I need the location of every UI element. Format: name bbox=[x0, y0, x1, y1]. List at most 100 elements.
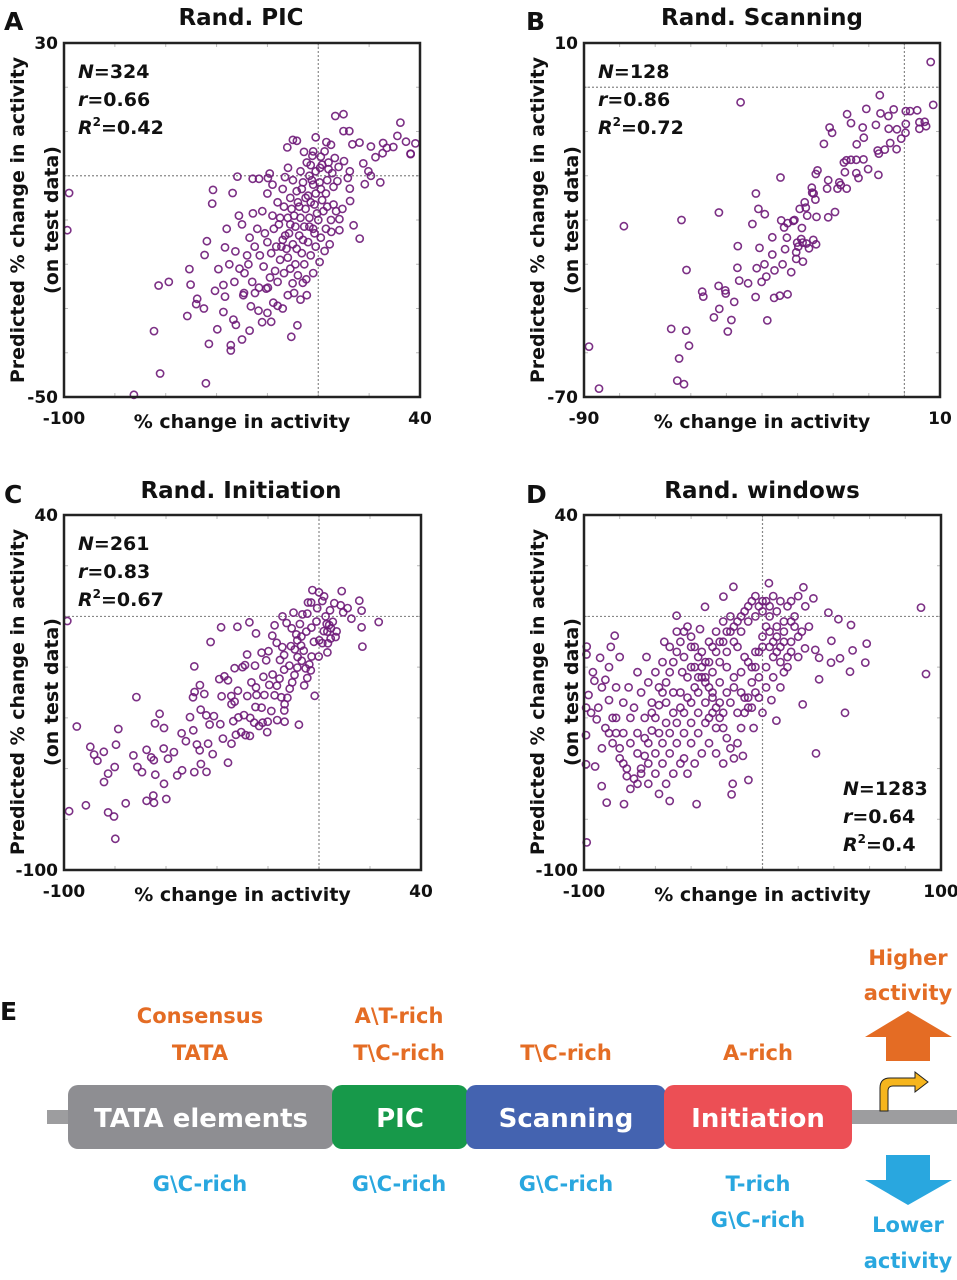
data-point bbox=[640, 733, 650, 743]
data-point bbox=[331, 632, 340, 642]
data-point bbox=[859, 154, 868, 164]
data-point bbox=[823, 212, 833, 222]
data-point bbox=[610, 631, 620, 641]
data-point bbox=[121, 798, 131, 808]
data-point bbox=[366, 171, 376, 181]
data-point bbox=[581, 759, 591, 769]
data-point bbox=[103, 769, 113, 778]
data-point bbox=[268, 211, 277, 220]
data-point bbox=[284, 228, 294, 238]
data-point bbox=[743, 693, 753, 702]
region-label-tata: TATA elements bbox=[94, 1104, 308, 1134]
data-point bbox=[783, 662, 792, 672]
stat-value: =324 bbox=[94, 61, 150, 83]
data-point bbox=[654, 789, 664, 799]
data-point bbox=[326, 634, 336, 643]
data-point bbox=[186, 280, 195, 289]
stat-r2: R2=0.4 bbox=[843, 832, 916, 856]
data-point bbox=[317, 596, 327, 606]
data-point bbox=[308, 146, 318, 156]
data-point bbox=[72, 722, 82, 731]
data-point bbox=[202, 767, 211, 777]
data-point bbox=[597, 683, 607, 692]
data-point bbox=[181, 736, 191, 746]
data-point bbox=[287, 623, 297, 633]
data-point bbox=[633, 728, 642, 738]
data-point bbox=[626, 713, 635, 723]
data-point bbox=[339, 109, 348, 119]
data-point bbox=[265, 273, 275, 282]
data-point bbox=[776, 642, 785, 652]
x-tick-label-min: -100 bbox=[563, 882, 606, 902]
data-point bbox=[711, 723, 721, 733]
data-point bbox=[324, 158, 333, 167]
stat-n: N=324 bbox=[78, 61, 150, 83]
data-point bbox=[846, 118, 856, 128]
data-point bbox=[337, 586, 347, 596]
data-point bbox=[740, 693, 749, 702]
data-point bbox=[736, 97, 745, 107]
data-point bbox=[809, 594, 818, 603]
data-point bbox=[846, 620, 856, 630]
y-tick-label-max: 10 bbox=[554, 34, 578, 54]
data-point bbox=[726, 698, 735, 707]
data-point bbox=[802, 211, 812, 220]
data-point bbox=[251, 683, 261, 692]
data-point bbox=[761, 683, 771, 692]
data-point bbox=[654, 683, 664, 692]
data-point bbox=[258, 718, 267, 728]
data-point bbox=[301, 193, 310, 203]
data-point bbox=[268, 180, 277, 189]
data-point bbox=[159, 723, 169, 733]
data-point bbox=[800, 601, 810, 611]
data-point bbox=[252, 224, 262, 234]
data-point bbox=[875, 90, 885, 100]
data-point bbox=[754, 672, 764, 682]
data-point bbox=[290, 222, 300, 231]
stat-r: r=0.64 bbox=[843, 806, 915, 828]
higher-activity-line2: activity bbox=[864, 981, 953, 1005]
pic-higher-line1: A\T-rich bbox=[355, 1004, 444, 1028]
data-point bbox=[257, 648, 266, 658]
data-point bbox=[740, 708, 749, 718]
data-point bbox=[758, 596, 767, 606]
data-point bbox=[782, 233, 792, 243]
data-point bbox=[286, 332, 296, 342]
data-point bbox=[722, 647, 732, 657]
data-point bbox=[604, 695, 614, 705]
data-point bbox=[290, 670, 299, 680]
data-point bbox=[751, 189, 761, 198]
superscript-two: 2 bbox=[613, 115, 621, 129]
data-point bbox=[220, 242, 230, 252]
data-point bbox=[714, 208, 724, 217]
data-point bbox=[797, 627, 807, 636]
data-point bbox=[765, 642, 774, 652]
data-point bbox=[244, 617, 254, 627]
stat-value: =1283 bbox=[859, 778, 928, 800]
data-point bbox=[733, 642, 742, 652]
data-point bbox=[626, 738, 635, 748]
data-point bbox=[698, 292, 708, 301]
data-point bbox=[209, 711, 219, 721]
data-point bbox=[273, 277, 282, 287]
data-point bbox=[278, 612, 287, 621]
data-point bbox=[363, 166, 373, 176]
data-point bbox=[762, 315, 772, 325]
data-point bbox=[159, 779, 169, 789]
data-point bbox=[928, 100, 938, 110]
y-tick-label-min: -70 bbox=[547, 388, 578, 408]
data-point bbox=[200, 250, 209, 260]
data-point bbox=[722, 688, 732, 697]
data-point bbox=[693, 708, 703, 718]
data-point bbox=[299, 222, 309, 231]
data-point bbox=[343, 603, 352, 613]
data-point bbox=[846, 155, 856, 165]
data-point bbox=[697, 287, 707, 297]
data-point bbox=[783, 601, 792, 611]
data-point bbox=[299, 147, 309, 157]
data-point bbox=[312, 603, 322, 613]
data-point bbox=[674, 354, 684, 363]
data-point bbox=[250, 242, 260, 251]
data-point bbox=[210, 286, 220, 296]
data-point bbox=[303, 237, 313, 247]
